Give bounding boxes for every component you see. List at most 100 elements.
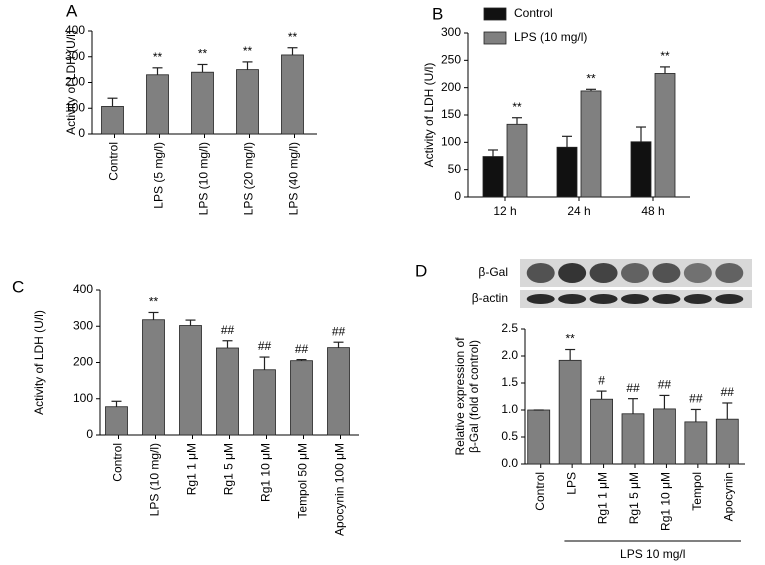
x-tick-label: LPS (5 mg/l) [152, 142, 166, 209]
blot-band [589, 294, 618, 304]
bar [654, 73, 676, 198]
bar [216, 347, 239, 436]
blot-band [621, 263, 649, 283]
significance-mark: ## [626, 381, 640, 395]
y-tick-label: 400 [65, 23, 85, 37]
bar [191, 71, 214, 135]
blot-band [526, 294, 555, 304]
bar [630, 141, 652, 198]
significance-mark: ** [153, 50, 163, 64]
x-tick-label: LPS (10 mg/l) [148, 443, 162, 516]
significance-mark: ** [243, 44, 253, 58]
y-tick-label: 400 [73, 282, 93, 296]
bar [327, 347, 350, 436]
bar [715, 418, 739, 465]
x-tick-label: 24 h [567, 204, 590, 218]
x-tick-label: LPS (40 mg/l) [287, 142, 301, 215]
y-tick-label: 0.5 [501, 429, 518, 443]
significance-mark: ## [721, 385, 735, 399]
significance-mark: ** [288, 30, 298, 44]
panel-label: A [66, 1, 78, 20]
y-tick-label: 100 [441, 135, 461, 149]
bar [506, 123, 528, 198]
significance-mark: # [598, 373, 605, 387]
significance-mark: ** [586, 71, 596, 85]
y-axis-label: Activity of LDH (U/l) [32, 310, 46, 415]
y-tick-label: 50 [448, 162, 462, 176]
bar [621, 413, 645, 465]
bar [482, 156, 504, 198]
x-tick-label: Apocynin [721, 472, 735, 521]
significance-mark: ## [332, 324, 346, 338]
x-tick-label: 12 h [493, 204, 516, 218]
bar [253, 369, 276, 436]
bar [527, 409, 551, 465]
panel-label: D [415, 261, 427, 280]
y-tick-label: 0 [78, 126, 85, 140]
bar [179, 325, 202, 436]
bar [146, 74, 169, 135]
y-tick-label: 100 [65, 100, 85, 114]
blot-band [683, 294, 712, 304]
y-tick-label: 300 [73, 318, 93, 332]
blot-band [715, 294, 744, 304]
significance-mark: ## [689, 392, 703, 406]
x-tick-label: Control [111, 443, 125, 482]
bar [105, 406, 128, 436]
bar [558, 359, 582, 465]
bar [281, 54, 304, 135]
bar [142, 319, 165, 436]
y-tick-label: 0 [454, 189, 461, 203]
significance-mark: ## [221, 323, 235, 337]
blot-band [715, 263, 744, 283]
y-tick-label: 150 [441, 107, 461, 121]
y-axis-label: β-Gal (fold of control) [467, 340, 481, 453]
y-tick-label: 0 [86, 427, 93, 441]
bar [236, 69, 259, 135]
x-tick-label: Control [533, 472, 547, 511]
x-tick-label: Control [107, 142, 121, 181]
blot-band [621, 294, 649, 304]
x-tick-label: LPS (10 mg/l) [197, 142, 211, 215]
x-tick-label: Tempol 50 μM [296, 443, 310, 519]
blot-band [558, 263, 587, 283]
y-tick-label: 300 [441, 25, 461, 39]
x-tick-label: Rg1 5 μM [627, 472, 641, 524]
panel-label: C [12, 277, 24, 296]
x-tick-label: Rg1 5 μM [222, 443, 236, 495]
bar [653, 408, 676, 465]
y-tick-label: 1.5 [501, 375, 518, 389]
y-tick-label: 200 [73, 355, 93, 369]
y-tick-label: 2.0 [501, 348, 518, 362]
y-tick-label: 250 [441, 53, 461, 67]
panel-label: B [432, 4, 443, 23]
y-tick-label: 100 [73, 391, 93, 405]
y-axis-label: Activity of LDH (U/l) [422, 63, 436, 168]
y-axis-label: Activity of LDH (U/l) [64, 30, 78, 135]
y-tick-label: 300 [65, 49, 85, 63]
blot-label: β-actin [472, 291, 508, 305]
legend-swatch [483, 7, 507, 21]
significance-mark: ** [660, 49, 670, 63]
blot-band [652, 263, 681, 283]
y-tick-label: 1.0 [501, 402, 518, 416]
bar [590, 398, 613, 465]
y-tick-label: 200 [441, 80, 461, 94]
bracket-label: LPS 10 mg/l [620, 547, 685, 561]
bar [580, 90, 602, 198]
x-tick-label: Rg1 1 μM [596, 472, 610, 524]
x-tick-label: Rg1 1 μM [185, 443, 199, 495]
legend-swatch [483, 31, 507, 45]
blot-band [589, 263, 618, 283]
blot-band [683, 263, 712, 283]
x-tick-label: LPS (20 mg/l) [242, 142, 256, 215]
x-tick-label: 48 h [641, 204, 664, 218]
y-tick-label: 0.0 [501, 456, 518, 470]
blot-band [526, 263, 555, 283]
significance-mark: ** [149, 295, 159, 309]
blot-band [652, 294, 681, 304]
x-tick-label: Tempol [690, 472, 704, 511]
bar [290, 360, 313, 436]
y-axis-label: Relative expression of [453, 337, 467, 456]
